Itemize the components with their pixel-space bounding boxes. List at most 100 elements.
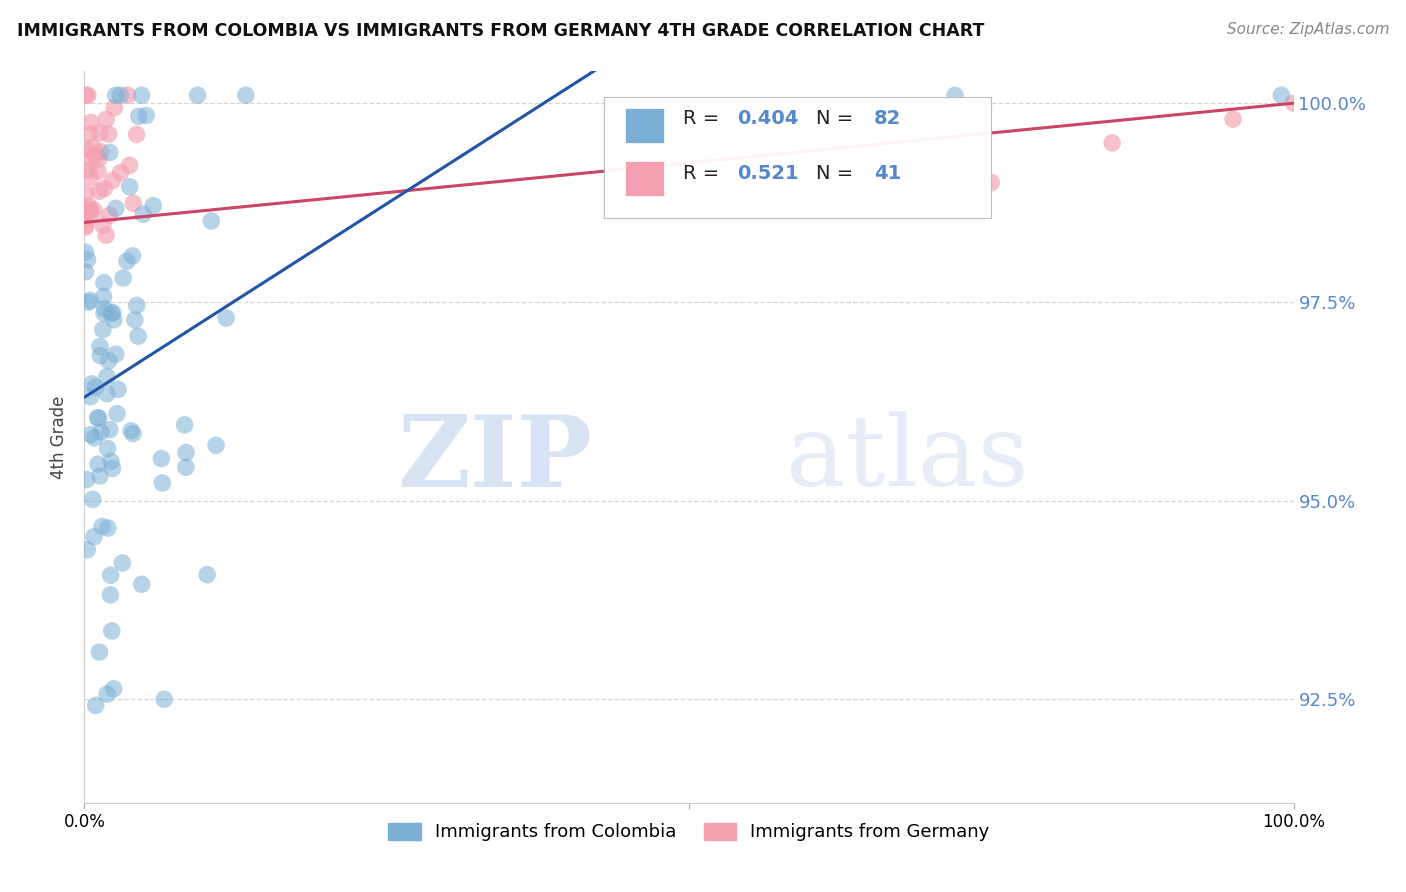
- Point: [124, 313, 146, 327]
- Point: [187, 88, 209, 103]
- Point: [91, 519, 114, 533]
- Point: [96, 687, 118, 701]
- Point: [1222, 112, 1244, 126]
- Point: [117, 88, 139, 103]
- Point: [135, 108, 157, 122]
- Point: [97, 521, 120, 535]
- Point: [100, 306, 122, 320]
- Point: [125, 298, 148, 312]
- Text: 82: 82: [875, 110, 901, 128]
- Point: [98, 588, 121, 602]
- Text: N =: N =: [815, 164, 859, 183]
- Point: [105, 407, 128, 421]
- Point: [75, 88, 97, 103]
- Point: [132, 207, 155, 221]
- Text: N =: N =: [815, 110, 859, 128]
- Point: [215, 311, 238, 326]
- Point: [76, 252, 98, 267]
- Point: [83, 148, 105, 162]
- Point: [122, 196, 145, 211]
- Text: 41: 41: [875, 164, 901, 183]
- Point: [111, 556, 134, 570]
- Point: [82, 492, 104, 507]
- Point: [79, 293, 101, 308]
- Point: [76, 473, 98, 487]
- Point: [98, 145, 121, 160]
- Point: [75, 245, 97, 260]
- Point: [79, 202, 101, 217]
- Point: [112, 271, 135, 285]
- Point: [75, 211, 97, 226]
- Point: [75, 218, 97, 232]
- Point: [93, 276, 115, 290]
- Point: [174, 460, 197, 475]
- Point: [142, 199, 165, 213]
- Point: [77, 163, 100, 178]
- Point: [118, 158, 141, 172]
- Point: [103, 101, 125, 115]
- Point: [93, 306, 115, 320]
- Point: [89, 339, 111, 353]
- Point: [79, 427, 101, 442]
- Point: [90, 145, 112, 159]
- Point: [101, 461, 124, 475]
- Point: [87, 411, 110, 425]
- Point: [79, 169, 101, 184]
- Text: ZIP: ZIP: [398, 410, 592, 508]
- Point: [77, 199, 100, 213]
- Point: [75, 265, 97, 279]
- Point: [79, 390, 101, 404]
- Point: [77, 295, 100, 310]
- Point: [91, 218, 114, 232]
- Point: [100, 568, 122, 582]
- Point: [94, 228, 117, 243]
- Point: [75, 186, 97, 201]
- Point: [96, 386, 118, 401]
- Point: [89, 349, 111, 363]
- Point: [943, 88, 966, 103]
- Point: [131, 88, 153, 103]
- Point: [79, 127, 101, 141]
- Point: [174, 445, 197, 459]
- Point: [150, 475, 173, 490]
- Point: [76, 542, 98, 557]
- Point: [103, 681, 125, 696]
- Point: [131, 577, 153, 591]
- Point: [89, 126, 111, 140]
- Point: [93, 181, 115, 195]
- Bar: [624, 108, 664, 143]
- Point: [107, 382, 129, 396]
- Point: [103, 312, 125, 326]
- Point: [89, 469, 111, 483]
- Point: [1270, 88, 1292, 103]
- Point: [110, 165, 132, 179]
- Point: [1282, 96, 1305, 111]
- Point: [104, 347, 127, 361]
- Point: [97, 127, 120, 141]
- Point: [98, 423, 121, 437]
- Point: [115, 254, 138, 268]
- Point: [173, 417, 195, 432]
- Point: [104, 88, 127, 103]
- Text: atlas: atlas: [786, 411, 1028, 507]
- Point: [80, 204, 103, 219]
- Point: [101, 305, 124, 319]
- Point: [235, 88, 257, 103]
- Text: R =: R =: [683, 110, 725, 128]
- Point: [110, 88, 132, 103]
- Point: [93, 290, 115, 304]
- Point: [84, 698, 107, 713]
- Point: [195, 567, 218, 582]
- Point: [120, 424, 142, 438]
- Point: [98, 208, 121, 222]
- Point: [86, 410, 108, 425]
- Point: [75, 220, 97, 235]
- FancyBboxPatch shape: [605, 97, 991, 218]
- Point: [97, 442, 120, 456]
- Point: [75, 153, 97, 168]
- Point: [87, 152, 110, 166]
- Text: IMMIGRANTS FROM COLOMBIA VS IMMIGRANTS FROM GERMANY 4TH GRADE CORRELATION CHART: IMMIGRANTS FROM COLOMBIA VS IMMIGRANTS F…: [17, 22, 984, 40]
- Point: [89, 645, 111, 659]
- Point: [91, 323, 114, 337]
- Point: [101, 173, 124, 187]
